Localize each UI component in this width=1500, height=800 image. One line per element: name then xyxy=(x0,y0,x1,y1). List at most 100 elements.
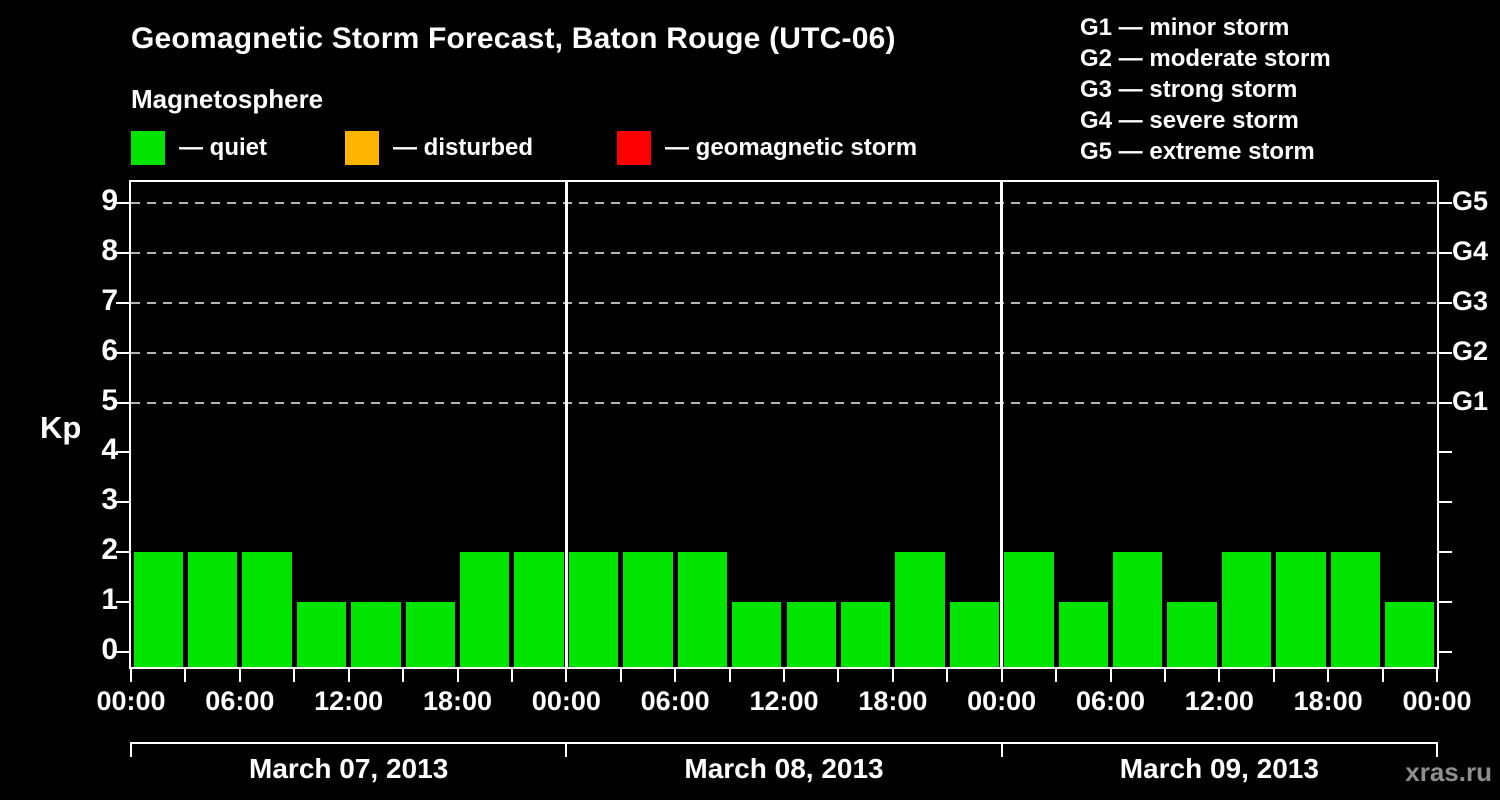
y-tick-right xyxy=(1439,401,1452,404)
legend-item-disturbed: — disturbed xyxy=(345,131,533,165)
kp-bar xyxy=(1276,552,1326,667)
day-separator xyxy=(564,182,568,667)
kp-bar xyxy=(786,602,836,667)
x-tick-label: 12:00 xyxy=(1184,686,1254,716)
x-tick xyxy=(1327,669,1330,682)
kp-bar xyxy=(732,602,782,667)
x-tick-label: 06:00 xyxy=(205,686,275,716)
x-tick xyxy=(619,669,622,682)
kp-bar xyxy=(1113,552,1163,667)
y-tick-label: 5 xyxy=(101,383,118,417)
x-tick xyxy=(783,669,785,682)
y-tick-label: 4 xyxy=(101,433,118,467)
disturbed-swatch-icon xyxy=(345,131,379,165)
legend-label-disturbed: — disturbed xyxy=(393,134,534,161)
legend-item-quiet: — quiet xyxy=(131,131,267,165)
g-scale-line: G2 — moderate storm xyxy=(1080,45,1331,72)
legend-label-quiet: — quiet xyxy=(179,134,267,161)
y-tick-left xyxy=(116,202,129,204)
y-tick-label: 0 xyxy=(101,633,118,666)
y-tick-right xyxy=(1439,651,1452,653)
date-axis-tick xyxy=(130,742,132,757)
kp-bar xyxy=(242,552,292,667)
g-scale-line: G4 — severe storm xyxy=(1080,107,1299,134)
y-tick-label: 9 xyxy=(101,184,118,217)
y-tick-label: 8 xyxy=(101,233,118,267)
x-tick xyxy=(674,669,677,682)
quiet-swatch-icon xyxy=(131,131,165,165)
kp-bar xyxy=(1004,552,1054,667)
storm-swatch-icon xyxy=(617,131,651,165)
x-tick-label: 18:00 xyxy=(858,686,928,716)
kp-axis-label: Kp xyxy=(40,410,82,445)
g-level-label: G5 xyxy=(1452,186,1489,216)
y-tick-right xyxy=(1439,351,1452,354)
x-tick xyxy=(837,669,840,682)
kp-bar xyxy=(677,552,728,667)
g-level-label: G4 xyxy=(1452,235,1489,266)
x-tick-label: 00:00 xyxy=(1402,686,1472,716)
date-label: March 07, 2013 xyxy=(249,753,449,784)
y-tick-left xyxy=(116,501,129,504)
y-tick-left xyxy=(116,301,129,304)
g-scale-line: G3 — strong storm xyxy=(1080,76,1298,103)
x-tick xyxy=(1381,669,1384,682)
date-label: March 08, 2013 xyxy=(684,753,884,784)
x-tick xyxy=(891,669,894,682)
x-tick xyxy=(1055,669,1058,682)
y-tick-label: 3 xyxy=(101,483,118,517)
kp-bar xyxy=(351,602,401,667)
kp-bar xyxy=(1167,602,1217,667)
x-tick xyxy=(946,669,949,682)
kp-bar xyxy=(187,552,238,667)
x-tick xyxy=(402,669,405,682)
kp-bar xyxy=(460,552,510,667)
y-tick-left xyxy=(116,551,129,554)
x-tick xyxy=(1436,669,1438,682)
plot-area xyxy=(116,180,1452,682)
g-level-label: G3 xyxy=(1452,285,1489,316)
g-level-label: G1 xyxy=(1452,385,1489,416)
y-tick-label: 2 xyxy=(101,533,118,567)
x-tick-label: 18:00 xyxy=(422,686,493,716)
x-tick xyxy=(184,669,187,682)
x-tick xyxy=(565,669,568,682)
x-tick xyxy=(1000,669,1003,682)
y-tick-left xyxy=(116,251,129,254)
x-tick xyxy=(510,669,513,682)
kp-bar xyxy=(1330,552,1381,667)
g-level-label: G2 xyxy=(1452,335,1489,366)
x-tick-label: 00:00 xyxy=(531,686,601,716)
x-tick xyxy=(1272,669,1275,682)
date-label: March 09, 2013 xyxy=(1119,753,1319,784)
x-tick xyxy=(130,669,132,682)
chart-subtitle: Magnetosphere xyxy=(131,84,324,114)
kp-bar xyxy=(514,552,564,667)
kp-bar xyxy=(949,602,1000,667)
x-tick-label: 06:00 xyxy=(1075,686,1146,716)
gridline-kp6 xyxy=(131,351,1437,354)
x-tick xyxy=(347,669,350,682)
y-tick-left xyxy=(116,351,129,354)
gridline-kp9 xyxy=(131,202,1437,204)
kp-bar xyxy=(296,602,347,667)
x-tick xyxy=(456,669,459,682)
page-title: Geomagnetic Storm Forecast, Baton Rouge … xyxy=(131,22,896,55)
g-scale-legend: G1 — minor storm G2 — moderate storm G3 — … xyxy=(1080,12,1331,167)
kp-bar xyxy=(405,602,455,667)
x-tick xyxy=(238,669,241,682)
y-tick-left xyxy=(116,401,129,404)
y-tick-left xyxy=(116,601,129,604)
date-axis-tick xyxy=(565,742,568,757)
legend-item-storm: — geomagnetic storm xyxy=(617,131,917,165)
y-tick-label: 1 xyxy=(101,583,118,617)
y-tick-right xyxy=(1439,301,1452,304)
x-tick xyxy=(1109,669,1112,682)
x-tick xyxy=(1163,669,1166,682)
kp-bar xyxy=(133,552,183,667)
y-tick-left xyxy=(116,651,129,653)
kp-bar xyxy=(568,552,619,667)
kp-bar xyxy=(895,552,945,667)
legend-label-storm: — geomagnetic storm xyxy=(665,134,918,161)
